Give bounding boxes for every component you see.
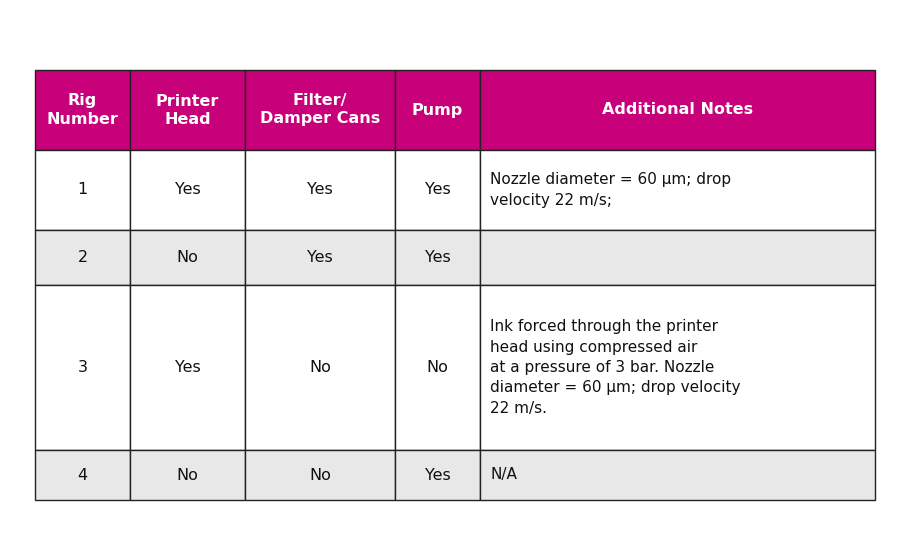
Bar bbox=[35, 450, 130, 500]
Text: 1: 1 bbox=[77, 183, 87, 197]
Bar bbox=[480, 450, 875, 500]
Text: Additional Notes: Additional Notes bbox=[602, 102, 753, 118]
Bar bbox=[395, 230, 480, 285]
Bar bbox=[35, 230, 130, 285]
Bar bbox=[245, 450, 395, 500]
Bar bbox=[395, 450, 480, 500]
Text: Ink forced through the printer
head using compressed air
at a pressure of 3 bar.: Ink forced through the printer head usin… bbox=[490, 319, 741, 416]
Text: 4: 4 bbox=[77, 468, 87, 482]
Bar bbox=[35, 285, 130, 450]
Bar bbox=[130, 70, 245, 150]
Bar bbox=[130, 150, 245, 230]
Text: Yes: Yes bbox=[307, 183, 333, 197]
Bar bbox=[245, 70, 395, 150]
Bar bbox=[395, 285, 480, 450]
Text: Printer
Head: Printer Head bbox=[156, 94, 220, 126]
Text: Yes: Yes bbox=[425, 183, 450, 197]
Text: Filter/
Damper Cans: Filter/ Damper Cans bbox=[260, 94, 380, 126]
Bar bbox=[130, 285, 245, 450]
Bar bbox=[35, 150, 130, 230]
Bar bbox=[35, 70, 130, 150]
Text: Rig
Number: Rig Number bbox=[47, 94, 119, 126]
Text: Yes: Yes bbox=[175, 183, 201, 197]
Bar bbox=[245, 285, 395, 450]
Bar bbox=[130, 450, 245, 500]
Text: Pump: Pump bbox=[412, 102, 464, 118]
Text: No: No bbox=[309, 360, 331, 375]
Text: No: No bbox=[309, 468, 331, 482]
Bar bbox=[395, 70, 480, 150]
Text: 3: 3 bbox=[77, 360, 87, 375]
Text: No: No bbox=[176, 250, 198, 265]
Text: Yes: Yes bbox=[425, 250, 450, 265]
Text: Yes: Yes bbox=[175, 360, 201, 375]
Bar bbox=[245, 230, 395, 285]
Text: 2: 2 bbox=[77, 250, 87, 265]
Text: Yes: Yes bbox=[307, 250, 333, 265]
Bar bbox=[480, 150, 875, 230]
Bar bbox=[480, 230, 875, 285]
Bar bbox=[480, 70, 875, 150]
Text: N/A: N/A bbox=[490, 468, 517, 482]
Text: Nozzle diameter = 60 μm; drop
velocity 22 m/s;: Nozzle diameter = 60 μm; drop velocity 2… bbox=[490, 172, 731, 208]
Bar bbox=[245, 150, 395, 230]
Bar bbox=[395, 150, 480, 230]
Text: Yes: Yes bbox=[425, 468, 450, 482]
Bar bbox=[480, 285, 875, 450]
Text: No: No bbox=[427, 360, 448, 375]
Bar bbox=[130, 230, 245, 285]
Text: No: No bbox=[176, 468, 198, 482]
